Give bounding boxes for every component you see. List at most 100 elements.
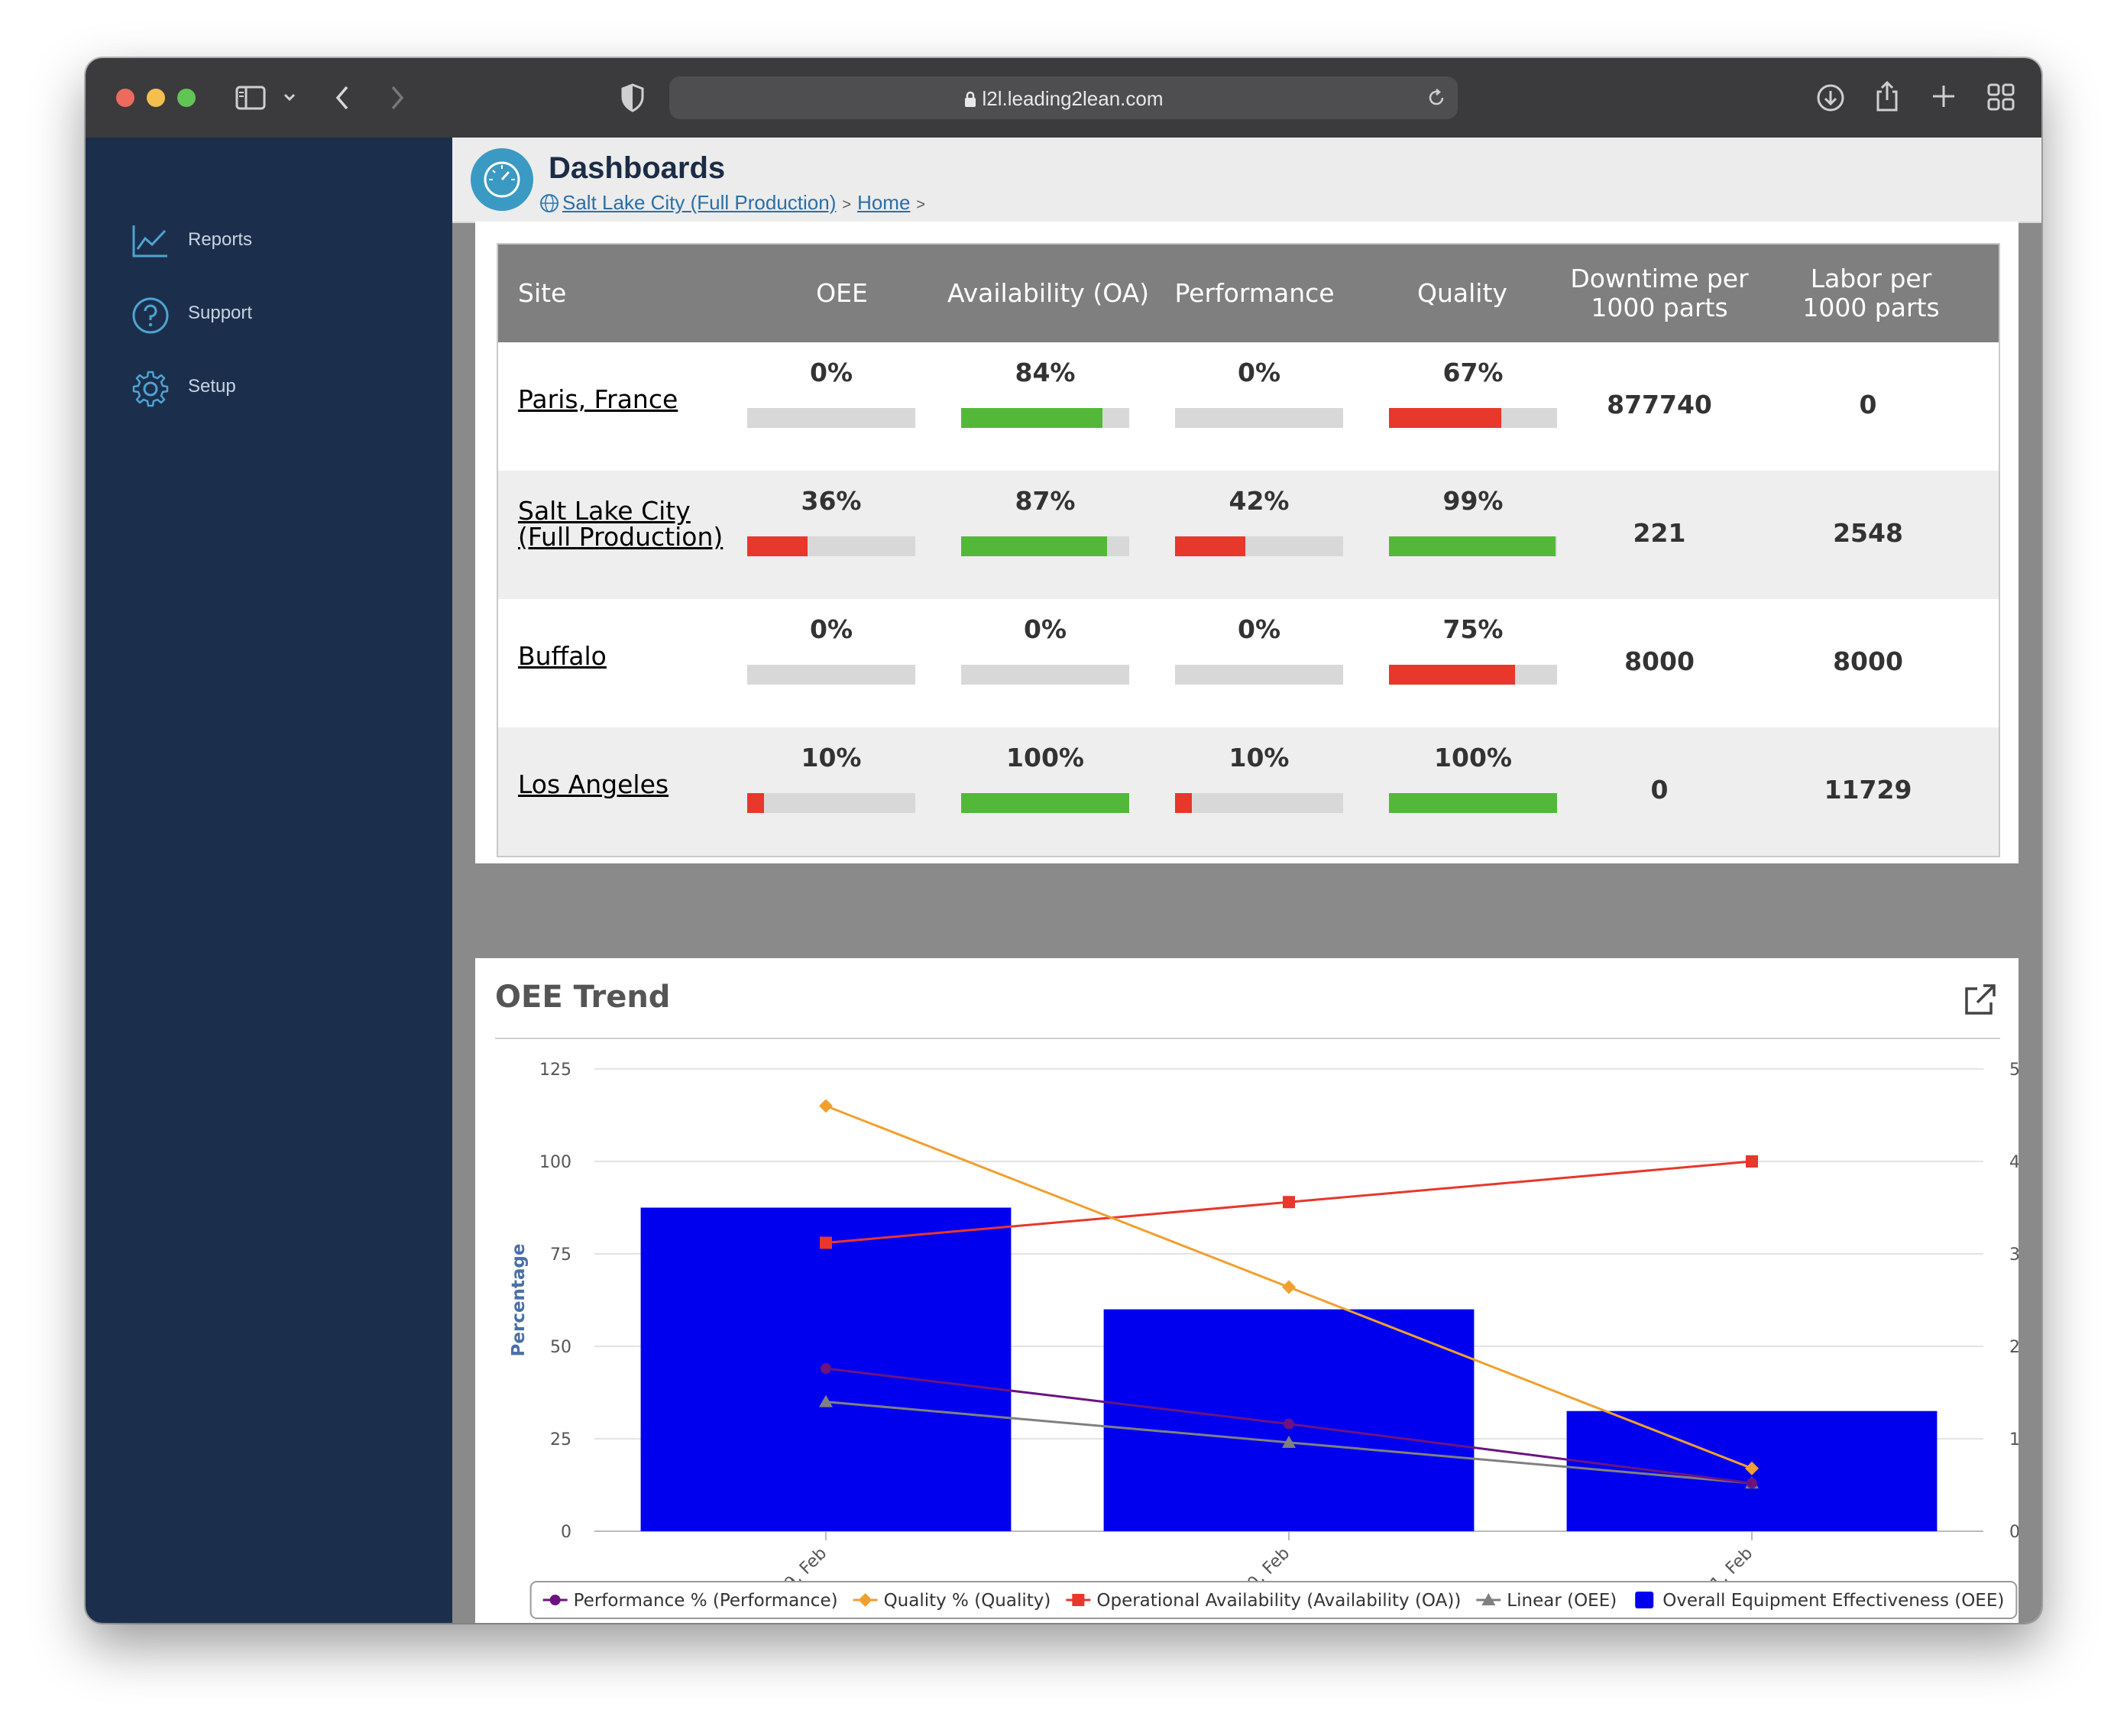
availability-percent: 100% bbox=[1006, 743, 1084, 772]
column-header-performance[interactable]: Performance bbox=[1174, 278, 1335, 308]
y-axis-tick-label: 100 bbox=[539, 1153, 571, 1172]
zoom-window-button[interactable] bbox=[177, 89, 196, 107]
column-header-site[interactable]: Site bbox=[518, 278, 567, 308]
quality-progress-bar bbox=[1389, 536, 1557, 556]
oee-trend-card: OEE Trend 0 25 50 75 100 125 0 10 20 30 40 50 Percen… bbox=[475, 958, 2019, 1623]
page-title: Dashboards bbox=[549, 151, 726, 185]
quality-progress-bar bbox=[1389, 408, 1557, 428]
legend-item: Overall Equipment Effectiveness (OEE) bbox=[1635, 1591, 2004, 1611]
legend-item: Operational Availability (Availability (… bbox=[1066, 1591, 1461, 1611]
address-bar[interactable]: l2l.leading2lean.com bbox=[669, 76, 1458, 119]
reload-icon[interactable] bbox=[1426, 87, 1447, 108]
availability-progress-bar bbox=[961, 408, 1129, 428]
quality-progress-fill bbox=[1389, 536, 1556, 556]
site-link[interactable]: Salt Lake City (Full Production) bbox=[518, 496, 724, 552]
breadcrumb: Salt Lake City (Full Production) > Home > bbox=[539, 191, 931, 215]
quality-progress-bar bbox=[1389, 665, 1557, 685]
url-text: l2l.leading2lean.com bbox=[982, 87, 1164, 110]
sidebar-item-label: Reports bbox=[188, 229, 253, 250]
legend-marker bbox=[858, 1593, 872, 1607]
column-header-quality[interactable]: Quality bbox=[1417, 278, 1507, 308]
legend-item: Quality % (Quality) bbox=[853, 1591, 1051, 1611]
table-header-row: Site OEE Availability (OA) Performance Q… bbox=[498, 245, 1999, 342]
table-row: Los Angeles 10% 100% 10% 100% 0 11729 bbox=[498, 727, 1999, 856]
table-row: Buffalo 0% 0% 0% 75% 8000 8000 bbox=[498, 599, 1999, 727]
gear-icon bbox=[132, 371, 169, 407]
availability-progress-fill bbox=[961, 536, 1108, 556]
sidebar-item-support[interactable]: Support bbox=[131, 290, 437, 336]
breadcrumb-home-link[interactable]: Home bbox=[857, 191, 911, 214]
quality-progress-bar bbox=[1389, 793, 1557, 813]
y2-axis-tick-label: 30 bbox=[2009, 1245, 2019, 1265]
site-link[interactable]: Los Angeles bbox=[518, 769, 669, 799]
data-point bbox=[1283, 1196, 1295, 1209]
downtime-value: 0 bbox=[1650, 775, 1669, 805]
performance-progress-bar bbox=[1175, 665, 1343, 685]
data-point bbox=[820, 1236, 832, 1249]
site-link[interactable]: Buffalo bbox=[518, 641, 607, 671]
oee-percent: 0% bbox=[809, 358, 853, 387]
tab-overview-icon[interactable] bbox=[1986, 83, 2015, 112]
breadcrumb-separator-icon: > bbox=[916, 196, 926, 213]
y2-axis-tick-label: 0 bbox=[2009, 1523, 2019, 1542]
divider bbox=[495, 1038, 2000, 1039]
availability-progress-bar bbox=[961, 536, 1129, 556]
new-tab-icon[interactable] bbox=[1930, 83, 1957, 110]
availability-progress-fill bbox=[961, 408, 1102, 428]
column-header-oee[interactable]: OEE bbox=[816, 278, 868, 308]
site-link[interactable]: Paris, France bbox=[518, 384, 678, 414]
data-point bbox=[1745, 1461, 1759, 1475]
oee-progress-fill bbox=[747, 793, 764, 813]
availability-progress-bar bbox=[961, 793, 1129, 813]
y-axis-title: Percentage bbox=[509, 1244, 529, 1357]
breadcrumb-site-link[interactable]: Salt Lake City (Full Production) bbox=[562, 191, 837, 214]
quality-percent: 99% bbox=[1442, 486, 1504, 516]
back-icon[interactable] bbox=[333, 84, 351, 112]
sidebar-item-label: Support bbox=[188, 303, 253, 323]
chevron-down-icon[interactable] bbox=[283, 92, 296, 104]
legend-swatch bbox=[1635, 1592, 1654, 1608]
labor-value: 11729 bbox=[1824, 775, 1912, 805]
performance-progress-bar bbox=[1175, 793, 1343, 813]
forward-icon[interactable] bbox=[388, 84, 406, 112]
main-content: Dashboards Salt Lake City (Full Producti… bbox=[452, 138, 2041, 1623]
labor-value: 8000 bbox=[1833, 646, 1903, 676]
share-icon[interactable] bbox=[1873, 79, 1901, 113]
column-header-availability[interactable]: Availability (OA) bbox=[947, 278, 1150, 308]
download-icon[interactable] bbox=[1815, 83, 1846, 113]
performance-progress-fill bbox=[1175, 793, 1192, 813]
breadcrumb-separator-icon: > bbox=[842, 196, 852, 213]
oee-progress-bar bbox=[747, 793, 915, 813]
data-point bbox=[1746, 1155, 1758, 1168]
downtime-value: 221 bbox=[1633, 518, 1686, 548]
availability-percent: 0% bbox=[1023, 614, 1067, 644]
y-axis-tick-label: 25 bbox=[550, 1430, 571, 1449]
oee-progress-bar bbox=[747, 408, 915, 428]
quality-progress-fill bbox=[1389, 793, 1557, 813]
sidebar-item-label: Setup bbox=[188, 376, 236, 397]
y2-axis-tick-label: 20 bbox=[2009, 1338, 2019, 1357]
sidebar-item-setup[interactable]: Setup bbox=[131, 364, 437, 410]
column-header-labor[interactable]: Labor per 1000 parts bbox=[1802, 264, 1940, 322]
quality-progress-fill bbox=[1389, 408, 1502, 428]
column-header-downtime[interactable]: Downtime per 1000 parts bbox=[1570, 264, 1749, 322]
external-link-icon[interactable] bbox=[1960, 981, 1999, 1019]
chart-legend: Performance % (Performance) Quality % (Qu… bbox=[529, 1581, 2018, 1619]
legend-box bbox=[529, 1581, 2018, 1619]
availability-progress-bar bbox=[961, 665, 1129, 685]
performance-progress-bar bbox=[1175, 408, 1343, 428]
shield-icon[interactable] bbox=[620, 83, 645, 113]
sidebar-item-reports[interactable]: Reports bbox=[131, 217, 437, 263]
help-icon bbox=[132, 297, 169, 334]
data-point bbox=[1282, 1435, 1296, 1448]
sidebar-toggle-icon[interactable] bbox=[235, 84, 266, 112]
legend-item: Performance % (Performance) bbox=[542, 1591, 838, 1611]
quality-percent: 100% bbox=[1434, 743, 1512, 772]
quality-percent: 75% bbox=[1442, 614, 1504, 644]
sidebar: Reports Support Setup bbox=[86, 138, 452, 1623]
performance-progress-fill bbox=[1175, 536, 1246, 556]
lock-icon bbox=[965, 91, 976, 107]
oee-percent: 10% bbox=[801, 743, 862, 772]
close-window-button[interactable] bbox=[116, 89, 134, 107]
minimize-window-button[interactable] bbox=[147, 89, 165, 107]
